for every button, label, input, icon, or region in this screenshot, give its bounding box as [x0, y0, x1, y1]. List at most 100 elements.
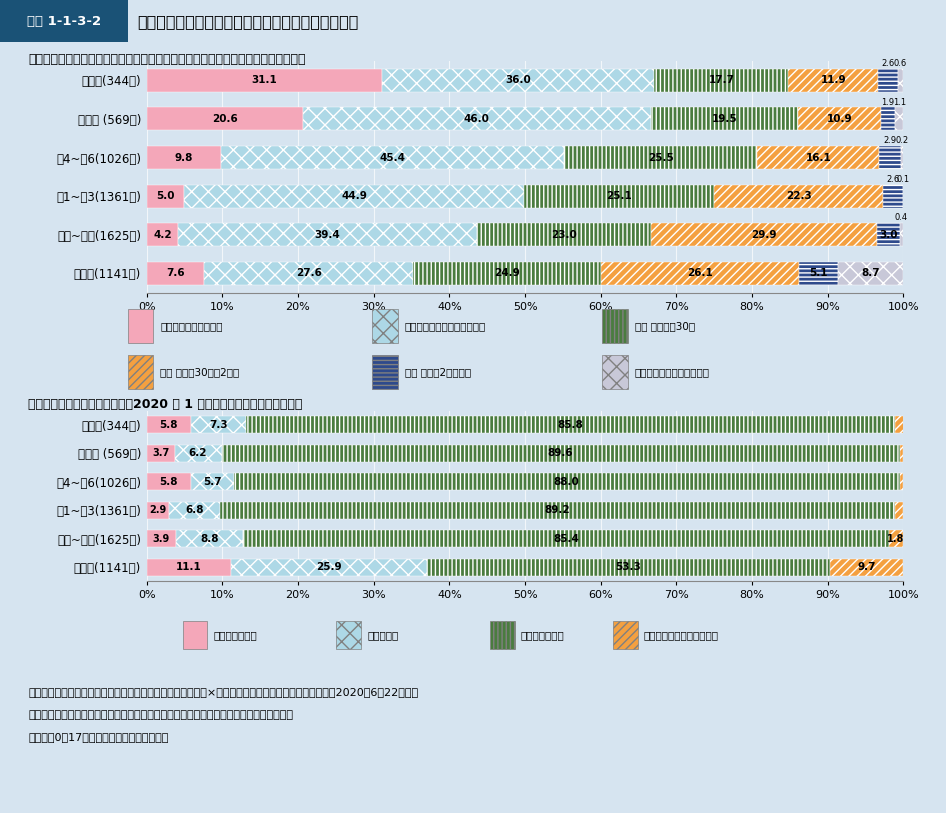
Bar: [895, 107, 903, 130]
Text: 1.8: 1.8: [887, 533, 904, 544]
Text: 9.7: 9.7: [857, 562, 876, 572]
Bar: [373, 355, 397, 389]
Bar: [231, 559, 427, 576]
Bar: [565, 146, 758, 169]
Text: 6.8: 6.8: [185, 505, 203, 515]
Text: 0.2: 0.2: [895, 136, 908, 146]
Text: 36.0: 36.0: [505, 76, 531, 85]
Bar: [168, 502, 220, 519]
Bar: [613, 621, 638, 649]
Bar: [190, 416, 246, 433]
Bar: [798, 107, 881, 130]
Text: 5.8: 5.8: [159, 420, 178, 430]
Bar: [603, 309, 627, 343]
Text: 一度も運動しなかった: 一度も運動しなかった: [160, 321, 222, 331]
Bar: [128, 355, 153, 389]
Bar: [877, 224, 900, 246]
Bar: [0, 0, 128, 42]
Text: 11.1: 11.1: [176, 562, 201, 572]
Bar: [603, 355, 627, 389]
Bar: [651, 224, 877, 246]
Text: 31.1: 31.1: [252, 76, 277, 85]
Text: わからない・答えたくない: わからない・答えたくない: [644, 630, 719, 640]
Text: 53.3: 53.3: [616, 562, 641, 572]
Bar: [204, 262, 413, 285]
Text: 図表 1-1-3-2: 図表 1-1-3-2: [26, 15, 101, 28]
Text: 25.9: 25.9: [316, 562, 342, 572]
Text: ほぼ 毎日、2時間以上: ほぼ 毎日、2時間以上: [405, 367, 471, 377]
Text: 85.8: 85.8: [557, 420, 584, 430]
Bar: [147, 107, 303, 130]
Text: 89.6: 89.6: [548, 448, 573, 459]
Bar: [490, 621, 515, 649]
Text: 27.6: 27.6: [296, 268, 322, 278]
Text: 8.7: 8.7: [861, 268, 880, 278]
Bar: [176, 530, 243, 547]
Text: 資料：国立研究開発法人国立成育医療研究センター「コロナ×こどもアンケート第１回調査報告書」（2020年6月22日）の: 資料：国立研究開発法人国立成育医療研究センター「コロナ×こどもアンケート第１回調…: [28, 687, 418, 697]
Text: 24.9: 24.9: [495, 268, 520, 278]
Bar: [889, 530, 902, 547]
Text: 5.7: 5.7: [202, 476, 221, 487]
Bar: [179, 224, 477, 246]
Text: ほぼ 毎日、30分～2時間: ほぼ 毎日、30分～2時間: [160, 367, 239, 377]
Bar: [373, 309, 397, 343]
Bar: [147, 69, 382, 92]
Bar: [183, 621, 207, 649]
Bar: [413, 262, 602, 285]
Text: 20.6: 20.6: [212, 114, 237, 124]
Text: 23.0: 23.0: [551, 230, 576, 240]
Bar: [246, 416, 895, 433]
Bar: [427, 559, 830, 576]
Bar: [881, 107, 895, 130]
Text: 25.1: 25.1: [606, 191, 632, 201]
Text: 2.6: 2.6: [886, 175, 900, 184]
Text: 3.0: 3.0: [879, 230, 898, 240]
Text: １週間の間に何度か運動した: １週間の間に何度か運動した: [405, 321, 486, 331]
Bar: [900, 445, 903, 462]
Text: 1.1: 1.1: [893, 98, 906, 107]
Text: 5.0: 5.0: [156, 191, 175, 201]
Bar: [898, 69, 902, 92]
Text: 26.1: 26.1: [688, 268, 713, 278]
Text: 質問：この１週間、お子さまはどのくらい運動（体を動かす遊び）をしましたか？: 質問：この１週間、お子さまはどのくらい運動（体を動かす遊び）をしましたか？: [28, 53, 306, 66]
Text: 0.6: 0.6: [894, 59, 907, 68]
Bar: [147, 262, 204, 285]
Text: 19.5: 19.5: [711, 114, 737, 124]
Text: 45.4: 45.4: [379, 153, 406, 163]
Text: 25.5: 25.5: [648, 153, 674, 163]
Text: 7.6: 7.6: [166, 268, 184, 278]
Text: ほぼ 毎日、～30分: ほぼ 毎日、～30分: [635, 321, 695, 331]
Bar: [147, 416, 190, 433]
Text: 11.9: 11.9: [820, 76, 847, 85]
Bar: [879, 146, 902, 169]
Text: 1.9: 1.9: [882, 98, 895, 107]
Bar: [382, 69, 655, 92]
Bar: [714, 185, 883, 207]
Bar: [477, 224, 651, 246]
Text: 16.1: 16.1: [805, 153, 832, 163]
Text: 46.0: 46.0: [464, 114, 489, 124]
Bar: [337, 621, 361, 649]
Bar: [524, 185, 714, 207]
Bar: [147, 146, 220, 169]
Bar: [900, 224, 902, 246]
Bar: [895, 416, 904, 433]
Text: 7.3: 7.3: [209, 420, 227, 430]
Text: 39.4: 39.4: [315, 230, 341, 240]
Text: 原データより厚生労働省政策統括官付政策立案・評価担当参事官室において作成。: 原データより厚生労働省政策統括官付政策立案・評価担当参事官室において作成。: [28, 710, 293, 720]
Bar: [147, 530, 176, 547]
Text: 2.6: 2.6: [882, 59, 895, 68]
Text: 17.7: 17.7: [709, 76, 734, 85]
Text: わからない・答えたくない: わからない・答えたくない: [635, 367, 710, 377]
Bar: [900, 473, 903, 490]
Text: 10.9: 10.9: [827, 114, 852, 124]
Text: 85.4: 85.4: [553, 533, 579, 544]
Text: 0.4: 0.4: [895, 213, 908, 223]
Text: 44.9: 44.9: [342, 191, 367, 201]
Bar: [184, 185, 524, 207]
Bar: [602, 262, 799, 285]
Bar: [128, 309, 153, 343]
Bar: [147, 559, 231, 576]
Bar: [837, 262, 903, 285]
Bar: [758, 146, 879, 169]
